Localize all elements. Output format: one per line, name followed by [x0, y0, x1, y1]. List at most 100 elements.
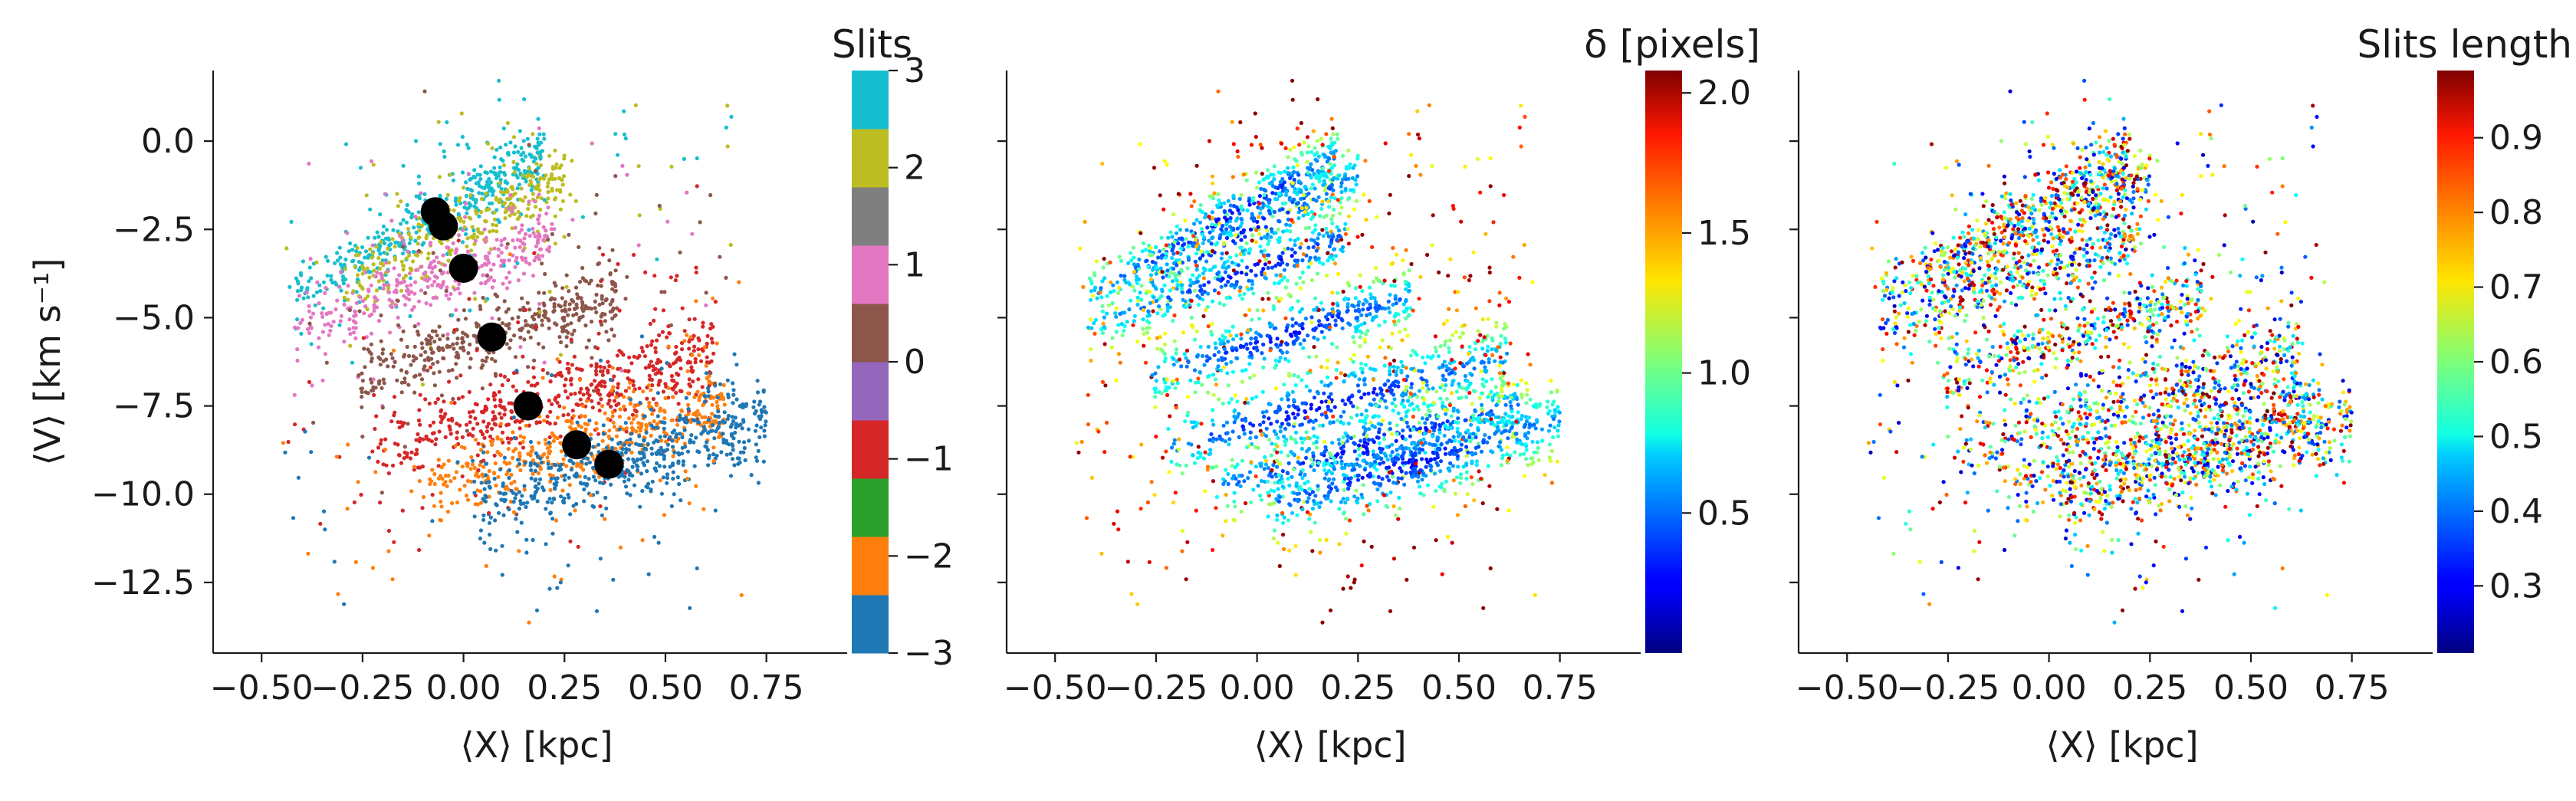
scatter-point — [1299, 342, 1303, 346]
scatter-point — [321, 307, 325, 310]
scatter-point — [662, 389, 665, 393]
scatter-point — [652, 441, 656, 445]
scatter-point — [411, 259, 415, 263]
scatter-point — [524, 538, 528, 542]
scatter-point — [513, 496, 517, 500]
scatter-point — [1407, 284, 1411, 288]
scatter-point — [1324, 227, 1328, 231]
scatter-point — [725, 103, 729, 107]
scatter-point — [502, 126, 506, 130]
scatter-point — [1190, 299, 1194, 303]
scatter-point — [1199, 345, 1203, 349]
scatter-point — [501, 321, 504, 325]
scatter-point — [491, 223, 495, 227]
scatter-point — [677, 482, 681, 486]
scatter-point — [380, 438, 383, 442]
scatter-point — [502, 499, 506, 503]
scatter-point — [480, 197, 484, 201]
scatter-point — [1355, 156, 1359, 160]
scatter-point — [415, 448, 419, 451]
scatter-point — [581, 404, 585, 408]
scatter-point — [378, 212, 382, 216]
scatter-point — [1391, 246, 1395, 250]
scatter-point — [598, 504, 602, 508]
scatter-point — [468, 366, 472, 369]
scatter-point — [1309, 217, 1313, 221]
scatter-point — [623, 133, 626, 136]
scatter-point — [311, 312, 315, 316]
scatter-point — [531, 227, 534, 231]
scatter-point — [1337, 228, 1341, 232]
scatter-point — [1347, 422, 1351, 425]
scatter-point — [738, 422, 742, 426]
scatter-point — [429, 347, 433, 351]
scatter-point — [543, 315, 547, 319]
scatter-point — [1110, 346, 1114, 350]
scatter-point — [391, 228, 395, 232]
scatter-point — [314, 261, 318, 264]
scatter-point — [542, 291, 546, 295]
scatter-point — [534, 490, 538, 494]
scatter-point — [1291, 390, 1295, 394]
scatter-point — [489, 169, 493, 173]
scatter-point — [465, 423, 468, 427]
scatter-point — [348, 344, 352, 348]
scatter-point — [345, 231, 349, 235]
scatter-point — [1341, 249, 1345, 253]
scatter-point — [439, 415, 442, 419]
scatter-point — [1379, 307, 1383, 310]
scatter-point — [1292, 146, 1296, 149]
scatter-point — [606, 370, 610, 374]
scatter-point — [518, 336, 522, 340]
scatter-point — [293, 393, 297, 397]
scatter-point — [610, 389, 613, 392]
scatter-point — [573, 508, 577, 512]
scatter-point — [527, 262, 531, 266]
scatter-point — [1360, 412, 1364, 416]
scatter-point — [1146, 265, 1150, 269]
scatter-point — [603, 319, 607, 323]
scatter-point — [685, 420, 688, 424]
scatter-point — [492, 166, 496, 170]
scatter-point — [1173, 438, 1177, 442]
scatter-point — [451, 397, 455, 401]
scatter-point — [1101, 304, 1105, 308]
scatter-point — [407, 292, 411, 296]
scatter-point — [1155, 299, 1158, 303]
scatter-point — [1267, 253, 1270, 257]
scatter-point — [594, 373, 598, 376]
scatter-point — [1119, 274, 1123, 277]
scatter-point — [1323, 189, 1327, 192]
scatter-point — [447, 369, 451, 373]
scatter-point — [756, 379, 760, 382]
scatter-point — [1091, 294, 1095, 297]
scatter-point — [362, 336, 366, 340]
scatter-point — [346, 507, 350, 510]
scatter-point — [351, 259, 355, 263]
scatter-point — [583, 415, 587, 419]
scatter-point — [1404, 298, 1408, 302]
scatter-point — [670, 419, 674, 422]
scatter-point — [669, 465, 672, 468]
scatter-point — [563, 304, 567, 307]
scatter-point — [1353, 163, 1357, 167]
scatter-point — [494, 372, 498, 376]
scatter-point — [491, 410, 495, 414]
scatter-point — [1257, 202, 1261, 205]
scatter-point — [472, 427, 475, 431]
scatter-point — [1141, 317, 1145, 321]
scatter-point — [552, 497, 556, 501]
scatter-point — [1339, 371, 1343, 375]
scatter-point — [417, 175, 421, 179]
scatter-point — [359, 493, 363, 497]
scatter-point — [1288, 229, 1292, 233]
scatter-point — [632, 355, 636, 359]
scatter-point — [1238, 289, 1242, 293]
scatter-point — [381, 231, 385, 235]
scatter-point — [1197, 380, 1201, 384]
scatter-point — [399, 461, 403, 465]
scatter-point — [695, 184, 699, 188]
scatter-point — [551, 310, 555, 314]
scatter-point — [1316, 236, 1319, 240]
